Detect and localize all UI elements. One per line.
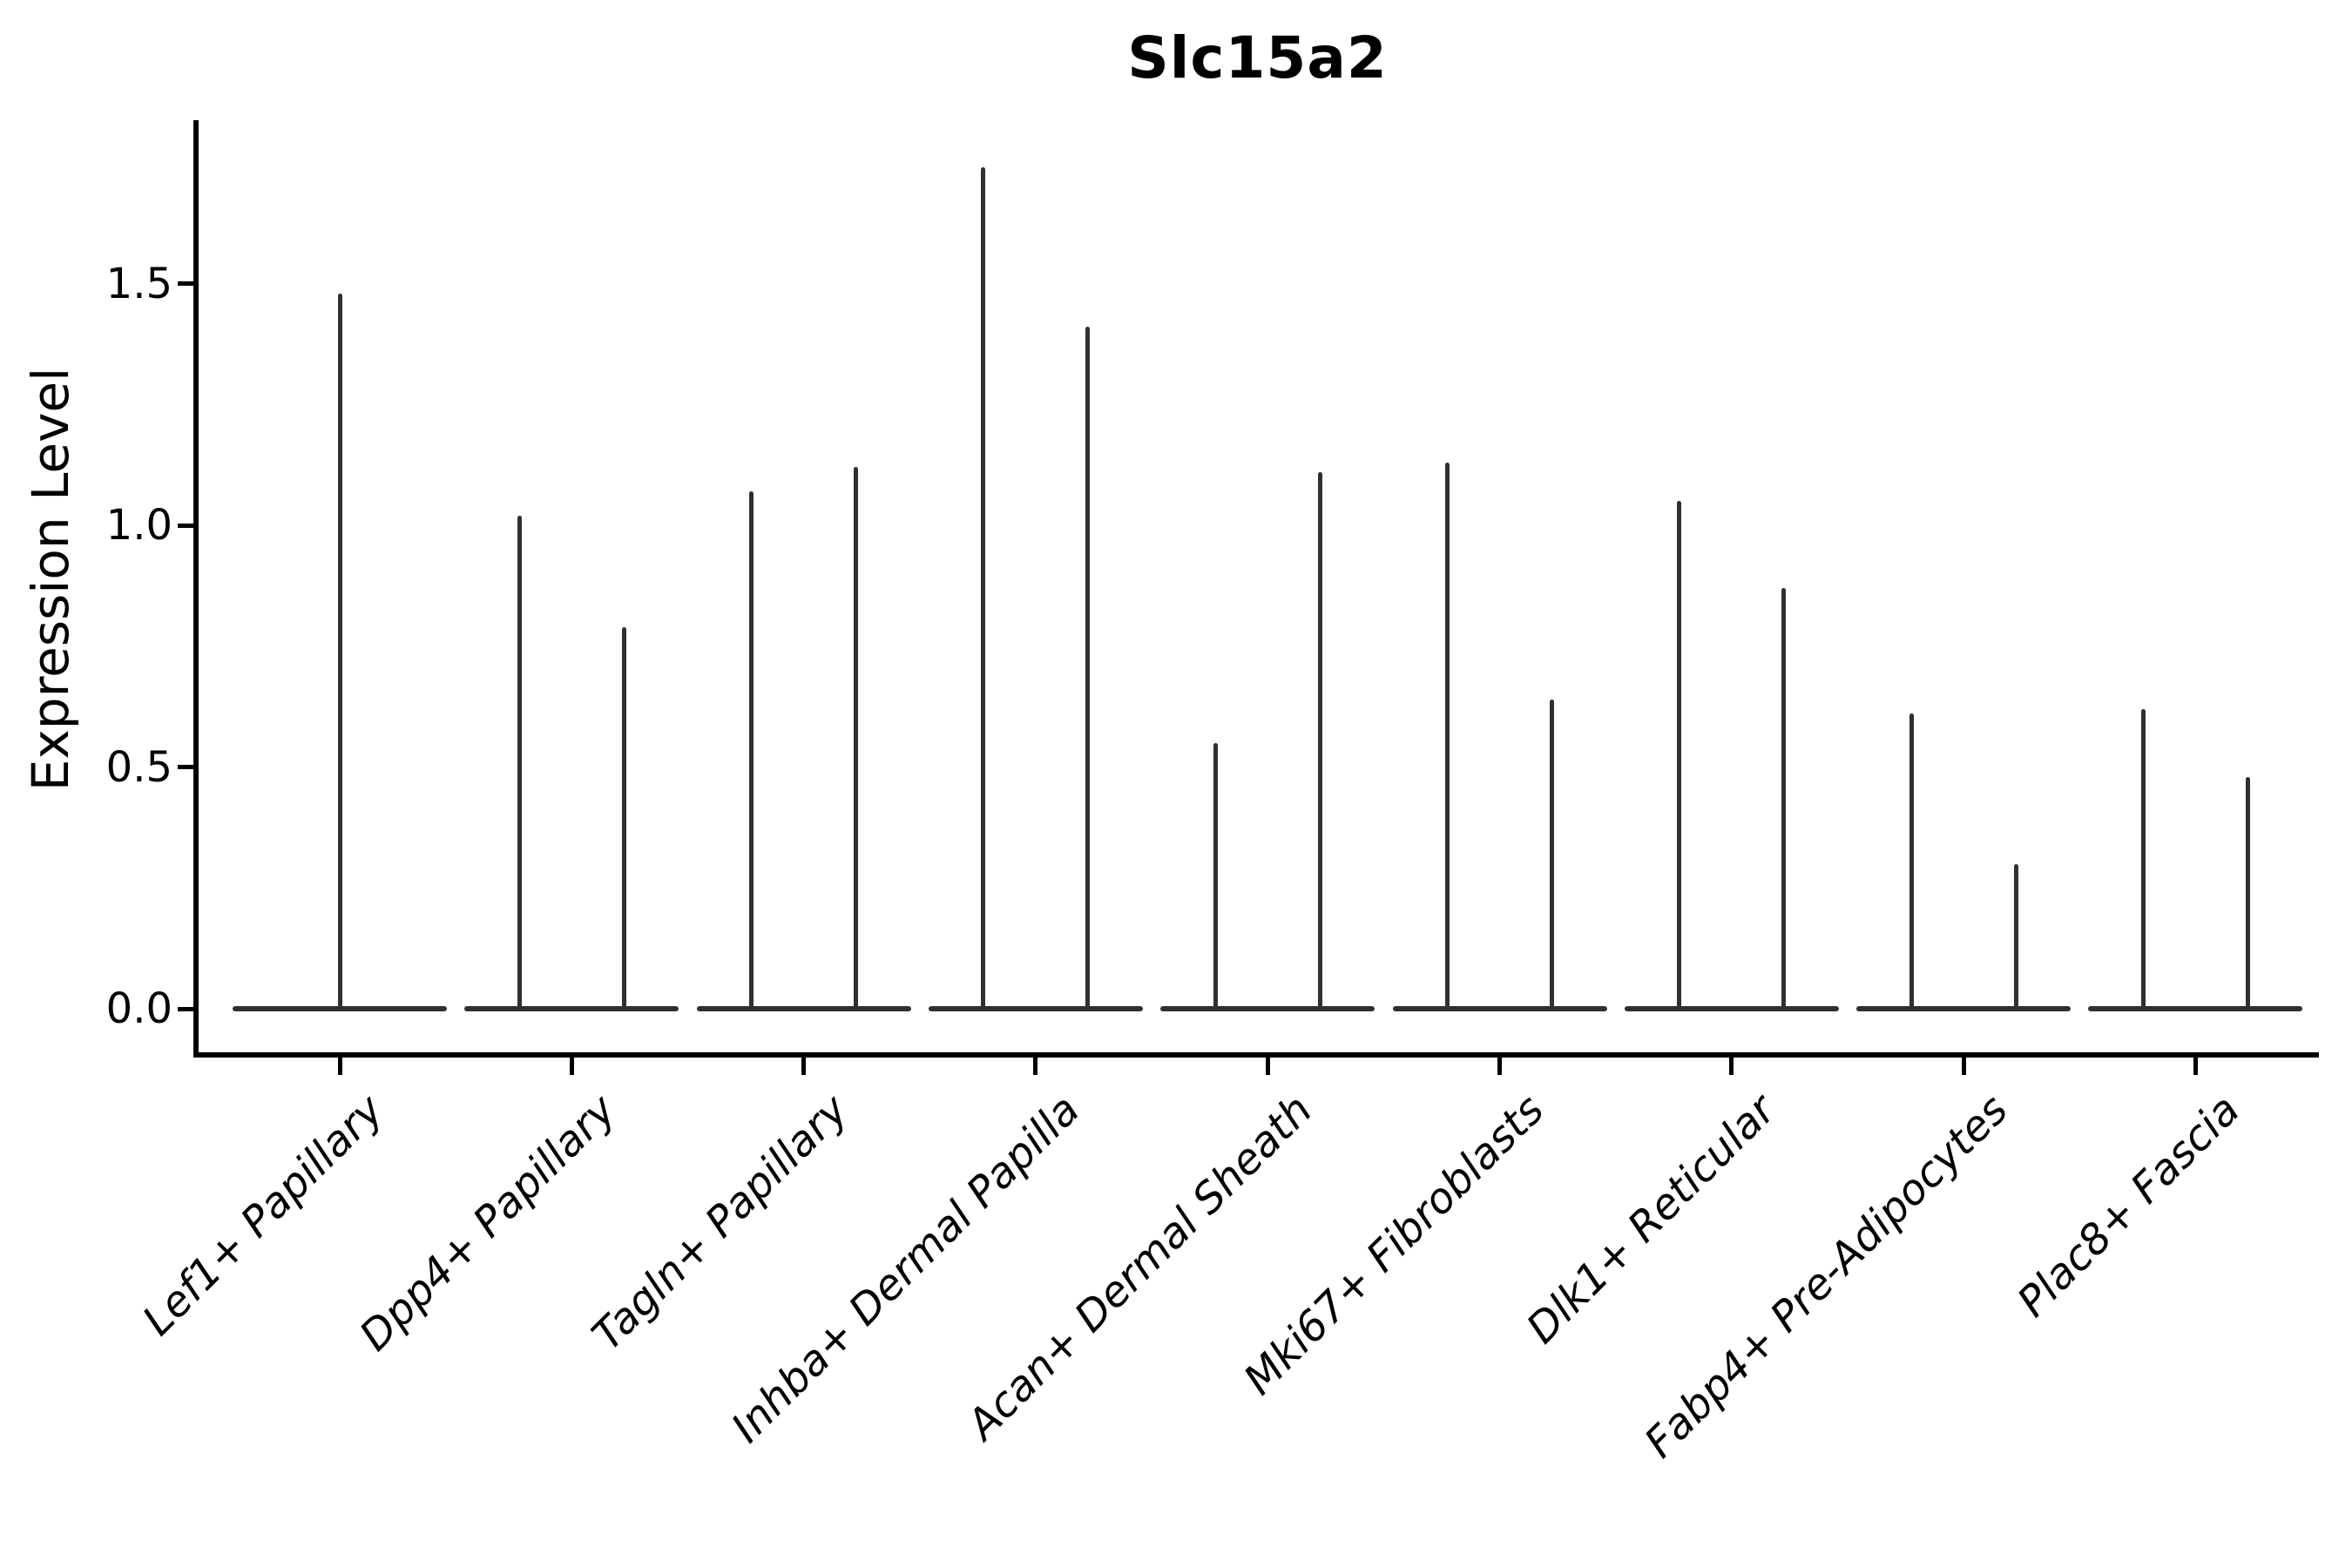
- violin-baseline: [1392, 1006, 1607, 1011]
- violin-baseline: [1160, 1006, 1375, 1011]
- x-category-label: Dlk1+ Reticular: [1517, 1085, 1786, 1354]
- violin-spike: [621, 626, 626, 1009]
- y-axis-label: Expression Level: [21, 367, 80, 792]
- x-tick-mark: [1033, 1056, 1038, 1075]
- violin-spike: [1781, 588, 1787, 1009]
- violin-baseline: [1624, 1006, 1839, 1011]
- violin-spike: [1085, 327, 1091, 1009]
- violin-spike: [1317, 471, 1322, 1009]
- violin-spike: [749, 491, 754, 1009]
- violin-baseline: [928, 1006, 1143, 1011]
- x-tick-mark: [1961, 1056, 1966, 1075]
- x-tick-mark: [1729, 1056, 1734, 1075]
- x-category-label: Plac8+ Fascia: [2008, 1085, 2250, 1327]
- violin-spike: [517, 515, 522, 1009]
- y-tick-label: 1.5: [105, 259, 172, 308]
- x-tick-mark: [1497, 1056, 1502, 1075]
- x-axis-spine: [193, 1052, 2319, 1058]
- violin-baseline: [1856, 1006, 2072, 1011]
- y-tick-label: 1.0: [105, 501, 172, 550]
- x-tick-mark: [1265, 1056, 1270, 1075]
- x-category-label: Dpp4+ Papillary: [350, 1085, 625, 1361]
- x-tick-mark: [801, 1056, 807, 1075]
- violin-spike: [337, 293, 342, 1009]
- x-tick-mark: [2193, 1056, 2198, 1075]
- violin-spike: [981, 167, 986, 1009]
- y-tick-label: 0.0: [105, 984, 172, 1033]
- y-tick-label: 0.5: [105, 742, 172, 792]
- x-category-label: Tagln+ Papillary: [582, 1085, 858, 1361]
- violin-spike: [854, 467, 859, 1009]
- y-tick-mark: [178, 765, 196, 769]
- violin-baseline: [233, 1006, 447, 1011]
- violin-spike: [1677, 501, 1682, 1009]
- violin-baseline: [696, 1006, 911, 1011]
- violin-baseline: [2088, 1006, 2303, 1011]
- violin-spike: [2245, 776, 2250, 1009]
- y-tick-mark: [178, 523, 196, 528]
- violin-spike: [2140, 708, 2146, 1009]
- y-tick-mark: [178, 1006, 196, 1011]
- violin-baseline: [464, 1006, 679, 1011]
- violin-spike: [1445, 462, 1450, 1009]
- x-tick-mark: [337, 1056, 342, 1075]
- violin-spike: [1550, 699, 1554, 1009]
- y-axis-spine: [193, 120, 199, 1058]
- violin-spike: [1213, 742, 1218, 1009]
- violin-spike: [2013, 863, 2018, 1009]
- violin-spike: [1909, 713, 1914, 1009]
- y-tick-mark: [178, 281, 196, 286]
- chart-title: Slc15a2: [1127, 24, 1388, 91]
- x-category-label: Lef1+ Papillary: [133, 1085, 394, 1346]
- x-tick-mark: [569, 1056, 574, 1075]
